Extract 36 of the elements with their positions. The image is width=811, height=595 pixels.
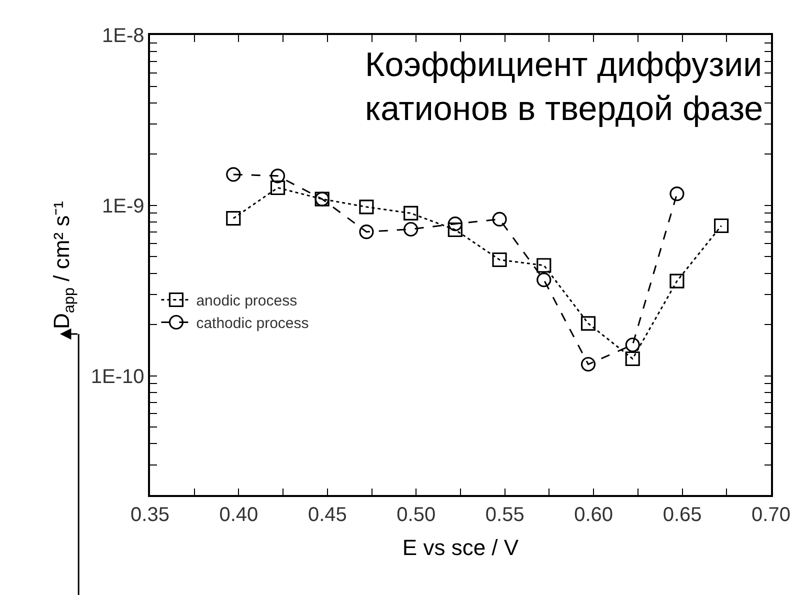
- point: [492, 212, 507, 227]
- point: [270, 168, 286, 184]
- x-tick-label: 0.35: [130, 504, 170, 526]
- point: [625, 338, 640, 352]
- point: [714, 218, 729, 234]
- point: [359, 200, 374, 214]
- x-tick-label: 0.65: [662, 504, 702, 526]
- annotation: Коэффициент диффузии катионов в твердой фазе: [365, 46, 764, 128]
- point: [670, 274, 684, 288]
- point: [580, 316, 596, 331]
- point: [226, 211, 241, 226]
- y-tick-label: 1E-9: [102, 195, 144, 218]
- point: [492, 252, 507, 268]
- x-tick-label: 0.50: [396, 504, 436, 526]
- legend-label: cathodic process: [196, 315, 309, 332]
- point: [359, 224, 374, 240]
- point: [404, 222, 418, 237]
- point: [270, 180, 286, 196]
- point: [536, 272, 552, 288]
- point: [448, 216, 462, 232]
- x-tick-label: 0.55: [485, 504, 524, 526]
- point: [625, 351, 640, 366]
- point: [226, 167, 241, 182]
- point: [670, 186, 684, 202]
- x-tick-label: 0.60: [574, 504, 614, 526]
- x-tick-label: 0.40: [219, 504, 258, 526]
- y-tick-label: 1E-8: [102, 25, 144, 47]
- point: [448, 222, 462, 238]
- x-axis-title: E vs sce / V: [402, 535, 519, 560]
- point: [536, 258, 552, 273]
- point: [580, 356, 596, 372]
- x-tick-label: 0.45: [308, 504, 347, 526]
- point: [404, 206, 418, 221]
- x-tick-label: 0.70: [752, 504, 790, 526]
- legend-label: anodic process: [196, 292, 298, 310]
- y-tick-label: 1E-10: [90, 366, 144, 388]
